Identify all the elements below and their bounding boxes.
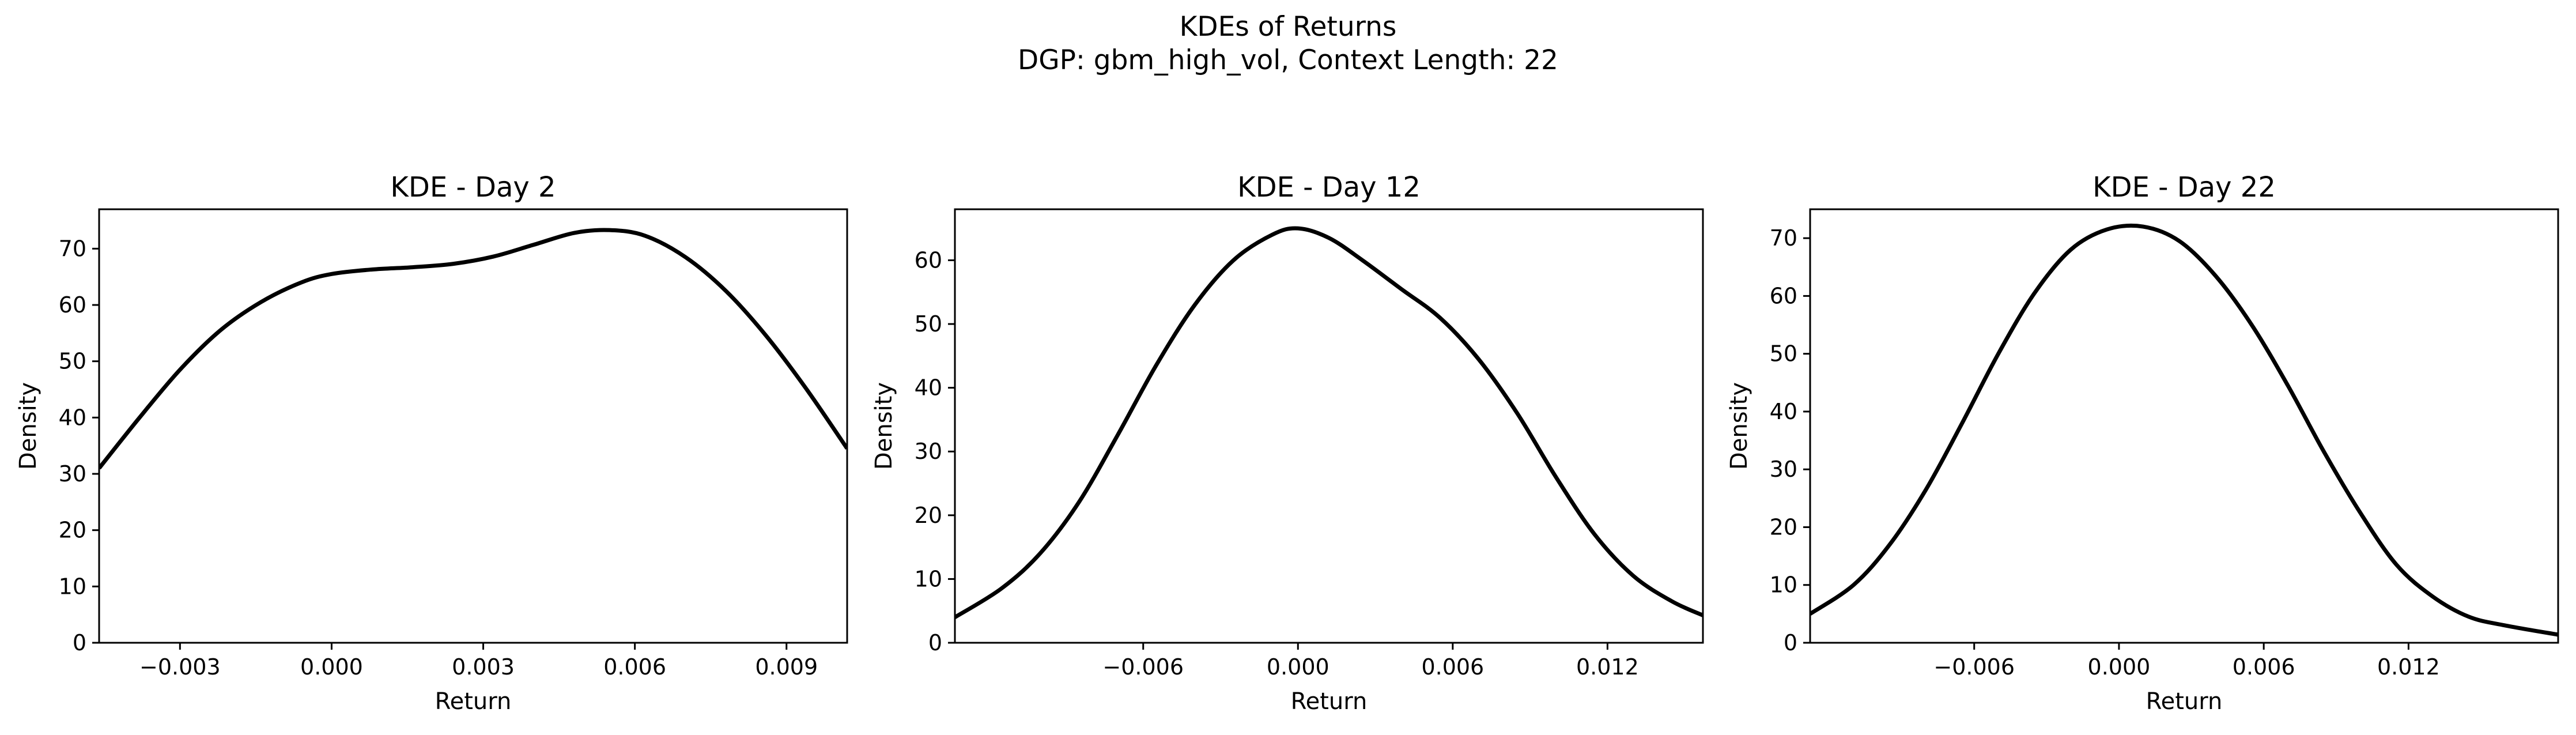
x-tick-label: −0.006 — [1933, 654, 2015, 680]
y-tick-label: 10 — [59, 574, 86, 599]
x-tick-label: 0.000 — [1267, 654, 1329, 680]
x-tick-label: 0.003 — [452, 654, 515, 680]
subplot-3: KDE - Day 22 −0.006 0.000 0.006 0.012 0 10 20 30… — [1726, 171, 2559, 715]
figure-title: KDEs of Returns — [1180, 11, 1397, 43]
axes-frame — [954, 208, 1704, 644]
x-tick-label: 0.000 — [300, 654, 363, 680]
y-axis-label: Density — [871, 382, 897, 470]
x-tick-label: 0.000 — [2088, 654, 2151, 680]
subplot-1: KDE - Day 2 −0.003 0.000 0.003 0.006 0.009 0 10… — [15, 171, 848, 715]
y-tick-label: 20 — [915, 503, 942, 528]
y-tick-label: 20 — [1770, 514, 1797, 540]
x-axis-label: Return — [2146, 688, 2223, 715]
x-axis-label: Return — [435, 688, 512, 715]
y-tick-label: 50 — [59, 349, 86, 374]
y-tick-label: 60 — [915, 247, 942, 273]
x-tick-label: 0.006 — [2233, 654, 2295, 680]
x-tick-label: 0.009 — [755, 654, 818, 680]
y-tick-label: 0 — [1784, 630, 1797, 655]
y-axis-label: Density — [15, 382, 41, 470]
y-tick-label: 10 — [1770, 572, 1797, 598]
y-tick-label: 40 — [1770, 399, 1797, 424]
x-tick-label: 0.006 — [603, 654, 666, 680]
y-tick-label: 0 — [73, 630, 86, 655]
subplot-2: KDE - Day 12 −0.006 0.000 0.006 0.012 0 10 20 30… — [871, 171, 1704, 715]
y-tick-label: 30 — [1770, 457, 1797, 482]
y-tick-label: 60 — [59, 292, 86, 318]
y-tick-label: 30 — [59, 461, 86, 487]
y-tick-label: 60 — [1770, 283, 1797, 308]
y-tick-label: 0 — [928, 630, 942, 655]
y-axis-label: Density — [1726, 382, 1752, 470]
y-tick-label: 20 — [59, 518, 86, 543]
y-tick-label: 50 — [915, 311, 942, 337]
x-tick-label: 0.012 — [1576, 654, 1639, 680]
x-tick-label: 0.006 — [1421, 654, 1484, 680]
subplot-title: KDE - Day 2 — [390, 171, 556, 203]
subplot-title: KDE - Day 12 — [1237, 171, 1421, 203]
axes-frame — [1809, 208, 2559, 644]
figure-subtitle: DGP: gbm_high_vol, Context Length: 22 — [1018, 44, 1558, 76]
subplots: KDE - Day 2 −0.003 0.000 0.003 0.006 0.009 0 10… — [15, 171, 2559, 715]
x-tick-label: 0.012 — [2377, 654, 2440, 680]
x-axis-label: Return — [1291, 688, 1368, 715]
y-tick-label: 40 — [59, 405, 86, 430]
x-tick-label: −0.006 — [1102, 654, 1184, 680]
y-tick-label: 70 — [1770, 225, 1797, 251]
y-tick-label: 50 — [1770, 341, 1797, 367]
y-tick-label: 70 — [59, 236, 86, 261]
subplot-title: KDE - Day 22 — [2092, 171, 2276, 203]
kde-curve — [1810, 223, 2558, 637]
x-tick-label: −0.003 — [139, 654, 221, 680]
y-tick-label: 30 — [915, 439, 942, 464]
y-tick-label: 10 — [915, 566, 942, 591]
axes-frame — [98, 208, 848, 644]
kde-curve — [99, 228, 847, 470]
y-tick-label: 40 — [915, 375, 942, 401]
kde-curve — [955, 226, 1703, 619]
